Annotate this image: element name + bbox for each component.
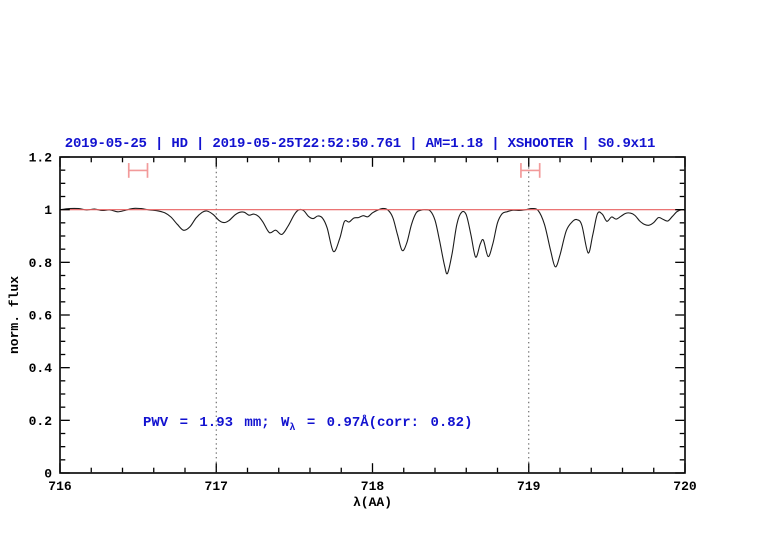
pwv-annotation-pre: PWV = 1.93 mm; W [143,415,290,431]
y-tick-label-0: 0 [44,467,52,482]
y-axis-label: norm. flux [7,276,22,354]
y-tick-label-0.2: 0.2 [29,414,53,429]
plot-title: 2019-05-25 | HD | 2019-05-25T22:52:50.76… [64,136,656,152]
x-tick-label-719: 719 [517,479,541,494]
x-axis-label: λ(AA) [353,495,392,510]
y-tick-label-0.8: 0.8 [29,256,53,271]
x-tick-label-720: 720 [673,479,697,494]
x-tick-label-718: 718 [361,479,385,494]
x-tick-label-717: 717 [205,479,228,494]
y-tick-label-1.2: 1.2 [29,151,53,166]
y-tick-label-0.6: 0.6 [29,309,53,324]
x-tick-label-716: 716 [48,479,72,494]
pwv-annotation-lambda-sub: λ [289,422,296,434]
y-tick-label-1: 1 [44,203,52,218]
spectrum-line [59,207,686,275]
pwv-annotation-post: = 0.97Å(corr: 0.82) [295,415,473,431]
plot-frame [59,156,686,474]
pwv-annotation: PWV = 1.93 mm; Wλ = 0.97Å(corr: 0.82) [143,415,472,434]
y-tick-label-0.4: 0.4 [29,361,53,376]
